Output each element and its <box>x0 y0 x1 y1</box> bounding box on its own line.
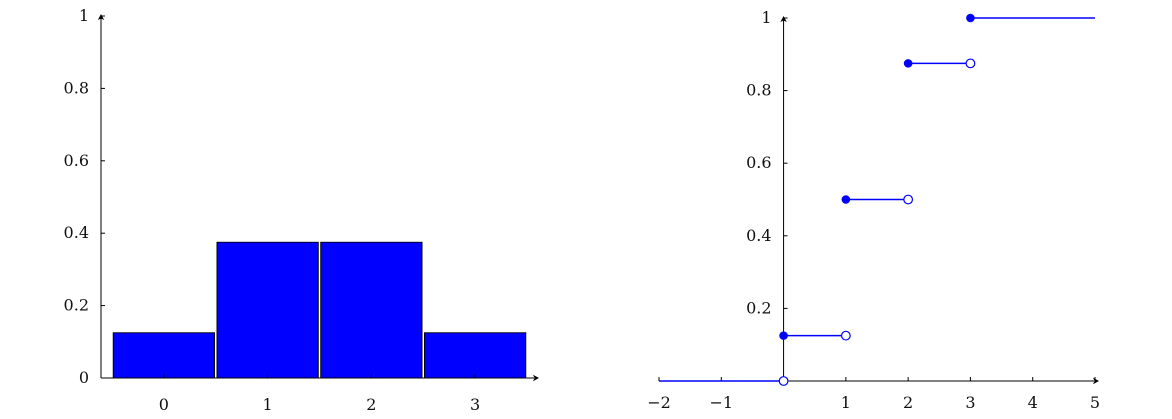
closed-point <box>966 13 975 23</box>
x-tick-label: 1 <box>263 395 273 414</box>
x-tick-label: 2 <box>903 393 913 412</box>
y-tick-label: 1 <box>761 8 771 27</box>
x-tick-label: −1 <box>709 393 733 412</box>
bar <box>424 332 527 379</box>
open-point <box>778 376 789 386</box>
x-tick-label: −2 <box>647 393 671 412</box>
y-tick-label: 0.6 <box>746 153 771 172</box>
y-tick-label: 0.4 <box>64 223 89 242</box>
y-tick-label: 0.6 <box>64 151 89 170</box>
step-chart: 0.2 0.4 0.6 0.8 1 −2 −1 1 2 3 4 5 <box>647 8 1100 412</box>
y-axis-arrow <box>780 16 787 22</box>
x-axis-arrow <box>533 374 539 382</box>
x-tick-label: 5 <box>1090 393 1100 412</box>
y-tick-label: 0.8 <box>746 81 771 100</box>
bar <box>112 332 215 379</box>
closed-point <box>903 59 913 68</box>
x-tick-label: 2 <box>366 395 376 414</box>
x-tick-label: 3 <box>965 393 975 412</box>
x-tick-label: 3 <box>470 395 480 414</box>
y-tick-label: 0.8 <box>64 78 89 97</box>
y-axis-arrow <box>97 14 105 20</box>
open-point <box>903 194 914 205</box>
x-tick-label: 0 <box>159 395 169 414</box>
y-tick-label: 0 <box>79 368 89 387</box>
closed-point <box>841 195 851 204</box>
x-tick-label: 4 <box>1028 393 1038 412</box>
x-tick-label: 1 <box>841 393 851 412</box>
closed-point <box>779 331 788 340</box>
y-tick-label: 0.4 <box>746 226 771 245</box>
bar <box>320 241 423 379</box>
y-tick-label: 0.2 <box>64 296 89 315</box>
bar-chart: 0 0.2 0.4 0.6 0.8 1 0 1 2 3 <box>64 6 539 414</box>
y-tick-label: 0.2 <box>746 298 771 317</box>
open-point <box>840 330 851 341</box>
open-point <box>965 58 976 69</box>
y-tick-label: 1 <box>79 6 89 25</box>
bar <box>216 241 319 379</box>
